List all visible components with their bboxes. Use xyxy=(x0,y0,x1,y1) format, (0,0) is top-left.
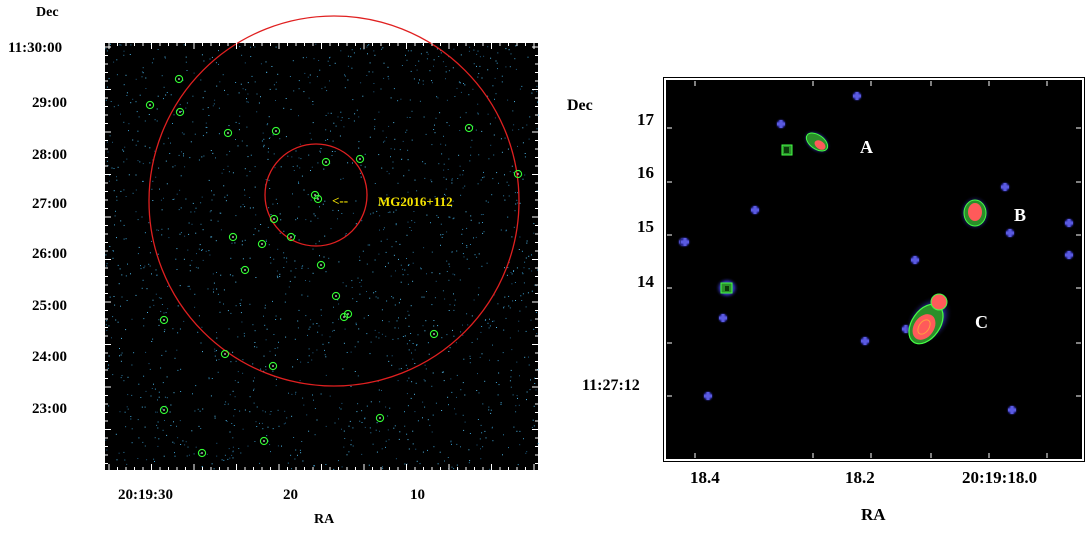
target-label: MG2016+112 xyxy=(378,194,453,209)
left-sky-image: <-- MG2016+112 xyxy=(105,15,539,470)
right-dec-tick: 16 xyxy=(637,163,654,182)
source-marker xyxy=(271,126,281,136)
right-ra-tick: 20:19:18.0 xyxy=(962,468,1038,487)
source-marker xyxy=(429,329,439,339)
source-c-blob xyxy=(905,293,953,346)
source-marker xyxy=(331,291,341,301)
source-marker xyxy=(339,312,349,322)
right-zoom-image: A B C xyxy=(666,80,1082,459)
left-dec-axis-title: Dec xyxy=(36,5,59,20)
faint-source xyxy=(749,204,761,216)
outer-search-circle xyxy=(148,15,520,387)
left-dec-tick: 26:00 xyxy=(32,246,67,262)
faint-source xyxy=(851,90,863,102)
right-dec-tick: 14 xyxy=(637,272,654,291)
faint-source xyxy=(717,312,729,324)
source-marker xyxy=(464,123,474,133)
right-dec-tick: 11:27:12 xyxy=(582,377,640,394)
target-arrow-icon: <-- xyxy=(332,193,349,208)
source-marker xyxy=(513,169,523,179)
source-a-blob xyxy=(781,129,832,156)
right-dec-tick: 15 xyxy=(637,217,654,236)
source-marker xyxy=(375,413,385,423)
source-marker xyxy=(355,154,365,164)
source-marker xyxy=(321,157,331,167)
source-marker xyxy=(220,349,230,359)
left-dec-tick: 25:00 xyxy=(32,298,67,314)
left-dec-tick: 11:30:00 xyxy=(8,40,63,56)
source-marker xyxy=(145,100,155,110)
right-zoom-field xyxy=(667,81,1081,458)
left-ra-tick: 10 xyxy=(410,487,425,503)
left-dec-tick: 27:00 xyxy=(32,196,67,212)
source-marker xyxy=(240,265,250,275)
faint-source xyxy=(1063,249,1075,261)
faint-source xyxy=(775,118,787,130)
faint-source xyxy=(909,254,921,266)
right-dec-tick: 17 xyxy=(637,110,654,129)
source-label-b: B xyxy=(1014,205,1027,225)
right-dec-axis-title: Dec xyxy=(567,97,593,114)
left-ra-axis-title: RA xyxy=(314,512,335,527)
source-marker xyxy=(316,260,326,270)
source-marker xyxy=(175,107,185,117)
right-ra-axis-title: RA xyxy=(861,505,886,524)
faint-source xyxy=(1004,227,1016,239)
faint-source xyxy=(999,181,1011,193)
right-panel-ticks xyxy=(667,81,1081,458)
source-marker xyxy=(197,448,207,458)
source-marker xyxy=(159,315,169,325)
source-b-blob xyxy=(959,195,991,231)
source-marker xyxy=(269,214,279,224)
left-panel-ticks xyxy=(105,43,538,470)
source-label-a: A xyxy=(860,137,873,157)
background-noise xyxy=(105,43,539,470)
faint-source xyxy=(1063,217,1075,229)
source-marker xyxy=(223,128,233,138)
faint-source xyxy=(1006,404,1018,416)
source-marker xyxy=(174,74,184,84)
left-ra-tick: 20:19:30 xyxy=(118,487,173,503)
left-dec-tick: 28:00 xyxy=(32,147,67,163)
faint-source xyxy=(859,335,871,347)
source-marker xyxy=(313,194,323,204)
faint-sources xyxy=(677,90,1075,416)
left-ra-tick: 20 xyxy=(283,487,298,503)
source-marker xyxy=(228,232,238,242)
right-ra-tick: 18.2 xyxy=(845,468,875,487)
faint-source xyxy=(679,236,691,248)
source-marker xyxy=(257,239,267,249)
faint-source xyxy=(702,390,714,402)
source-label-c: C xyxy=(975,312,988,332)
source-markers xyxy=(145,74,523,458)
source-marker xyxy=(159,405,169,415)
left-dec-tick: 29:00 xyxy=(32,95,67,111)
inner-search-circle xyxy=(264,143,368,247)
left-dec-tick: 24:00 xyxy=(32,349,67,365)
source-small-left xyxy=(715,277,739,299)
source-marker xyxy=(259,436,269,446)
right-ra-tick: 18.4 xyxy=(690,468,720,487)
left-dec-tick: 23:00 xyxy=(32,401,67,417)
source-marker xyxy=(286,232,296,242)
left-sky-field xyxy=(105,15,539,470)
source-marker xyxy=(268,361,278,371)
